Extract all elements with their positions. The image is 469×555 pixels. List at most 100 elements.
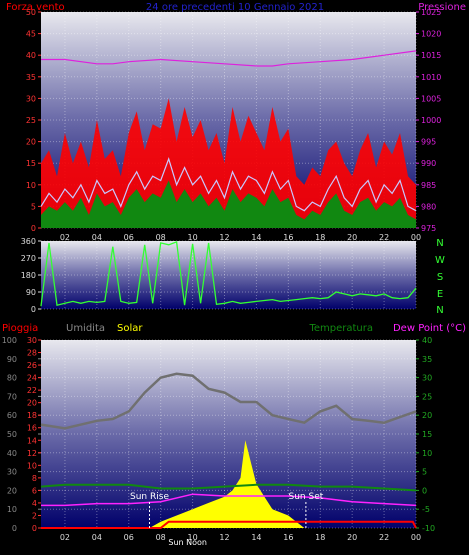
wind-direction-line (40, 241, 417, 307)
wind-axis-tick-label: 25 (26, 116, 36, 125)
pressure-line (41, 50, 417, 67)
temperature-axis-tick-label: 25 (422, 392, 432, 401)
x-tick-label: 16 (283, 533, 293, 542)
humidity-axis-tick-label: 40 (7, 449, 17, 458)
temperature-axis-tick-label: -10 (422, 524, 435, 533)
direction-axis-left: 0 90 180 270 360 (21, 237, 41, 314)
x-tick-label: 08 (156, 233, 166, 242)
wind-series (40, 50, 417, 229)
temperature-axis-tick-label: 5 (422, 468, 427, 477)
wind-axis-tick-label: 40 (26, 51, 36, 60)
humidity-axis-tick-label: 30 (7, 468, 17, 477)
temperature-series (40, 372, 417, 529)
compass-labels: N W S E N (435, 238, 445, 316)
temperature-axis-tick-label: -5 (422, 505, 430, 514)
x-tick-label: 06 (124, 233, 134, 242)
pressure-axis-tick-label: 990 (421, 159, 436, 168)
pressure-axis-tick-label: 975 (421, 224, 436, 233)
x-tick-label: 02 (60, 233, 70, 242)
pressure-axis-tick-label: 1020 (421, 30, 441, 39)
temperature-grid (41, 339, 417, 529)
x-tick-label: 02 (60, 533, 70, 542)
wind-label: Forza vento (6, 2, 65, 13)
direction-axis-tick-label: 270 (21, 254, 36, 263)
rain-axis-tick-label: 24 (27, 374, 37, 383)
rain-axis-tick-label: 8 (32, 474, 37, 483)
wind-axis-tick-label: 50 (26, 8, 36, 17)
period-label: 24 ore precedenti 10 Gennaio 2021 (146, 2, 324, 13)
compass-east: E (437, 289, 443, 300)
x-tick-label: 04 (92, 233, 102, 242)
humidity-axis-tick-label: 10 (7, 505, 17, 514)
pressure-axis-tick-label: 1015 (421, 51, 441, 60)
x-tick-label: 14 (251, 233, 261, 242)
rain-axis-tick-label: 28 (27, 349, 37, 358)
rain-axis-tick-label: 12 (27, 449, 37, 458)
wind-axis-tick-label: 15 (26, 159, 36, 168)
x-tick-label: 18 (315, 533, 325, 542)
wind-axis-tick-label: 30 (26, 94, 36, 103)
temperature-axis-tick-label: 10 (422, 449, 432, 458)
pressure-axis-tick-label: 980 (421, 202, 436, 211)
temperature-axis-tick-label: 30 (422, 374, 432, 383)
humidity-axis-tick-label: 100 (2, 336, 17, 345)
pressure-label: Pressione (418, 2, 466, 13)
temperature-axis-tick-label: 35 (422, 355, 432, 364)
temperature-panel: Pioggia Umidita Solar Temperatura Dew Po… (2, 323, 466, 547)
humidity-label: Umidita (66, 323, 105, 334)
x-tick-label: 16 (283, 233, 293, 242)
dewpoint-line (41, 493, 417, 507)
wind-axis-tick-label: 35 (26, 73, 36, 82)
direction-axis-tick-label: 180 (21, 271, 36, 280)
pressure-axis-tick-label: 1005 (421, 94, 441, 103)
x-tick-label: 22 (379, 233, 389, 242)
compass-north-top: N (436, 238, 443, 249)
noon-label: Sun Noon (168, 538, 207, 547)
humidity-line (40, 372, 417, 430)
rain-line (41, 520, 417, 529)
direction-series (40, 241, 417, 307)
rain-axis-tick-label: 26 (27, 361, 37, 370)
temperature-axis-tick-label: 15 (422, 430, 432, 439)
x-tick-label: 08 (156, 533, 166, 542)
humidity-axis-tick-label: 0 (12, 524, 17, 533)
sunrise-label: Sun Rise (130, 492, 169, 502)
rain-axis-tick-label: 14 (27, 436, 37, 445)
wind-axis-tick-label: 45 (26, 30, 36, 39)
direction-plot-background (41, 241, 416, 309)
rain-axis-tick-label: 4 (32, 499, 37, 508)
direction-panel: 0 90 180 270 360 N W S E N (21, 237, 445, 316)
wind-axis-x: 02 04 06 08 10 12 14 16 18 20 22 00 (60, 233, 421, 242)
x-tick-label: 00 (411, 233, 421, 242)
rain-axis-tick-label: 2 (32, 511, 37, 520)
wind-speed-area (41, 180, 416, 228)
pressure-axis-tick-label: 1000 (421, 116, 441, 125)
pressure-axis-right: 975 980 985 990 995 1000 1005 1010 1015 1020 1025 (416, 8, 441, 233)
temperature-axis-tick-label: 20 (422, 411, 432, 420)
temperature-axis-x: 02 04 06 08 10 12 14 16 18 20 22 00 (60, 533, 421, 542)
pressure-axis-tick-label: 1010 (421, 73, 441, 82)
solar-area (149, 440, 305, 528)
x-tick-label: 00 (411, 533, 421, 542)
x-tick-label: 10 (188, 233, 198, 242)
wind-axis-tick-label: 10 (26, 181, 36, 190)
x-tick-label: 12 (219, 233, 229, 242)
sun-annotations: Sun Rise Sun Set Sun Noon (130, 492, 324, 547)
temperature-line (40, 483, 417, 492)
x-tick-label: 10 (188, 533, 198, 542)
temperature-axis-tick-label: 40 (422, 336, 432, 345)
x-tick-label: 12 (219, 533, 229, 542)
wind-pressure-panel: Forza vento 24 ore precedenti 10 Gennaio… (6, 2, 466, 242)
rain-axis-tick-label: 18 (27, 411, 37, 420)
compass-west: W (435, 255, 445, 266)
compass-south: S (437, 272, 443, 283)
pressure-axis-tick-label: 995 (421, 138, 436, 147)
rain-axis-tick-label: 20 (27, 399, 37, 408)
rain-axis-tick-label: 6 (32, 486, 37, 495)
temperature-label: Temperatura (308, 323, 373, 334)
dewpoint-label: Dew Point (°C) (393, 323, 466, 334)
humidity-axis-tick-label: 70 (7, 392, 17, 401)
x-tick-label: 20 (347, 533, 357, 542)
